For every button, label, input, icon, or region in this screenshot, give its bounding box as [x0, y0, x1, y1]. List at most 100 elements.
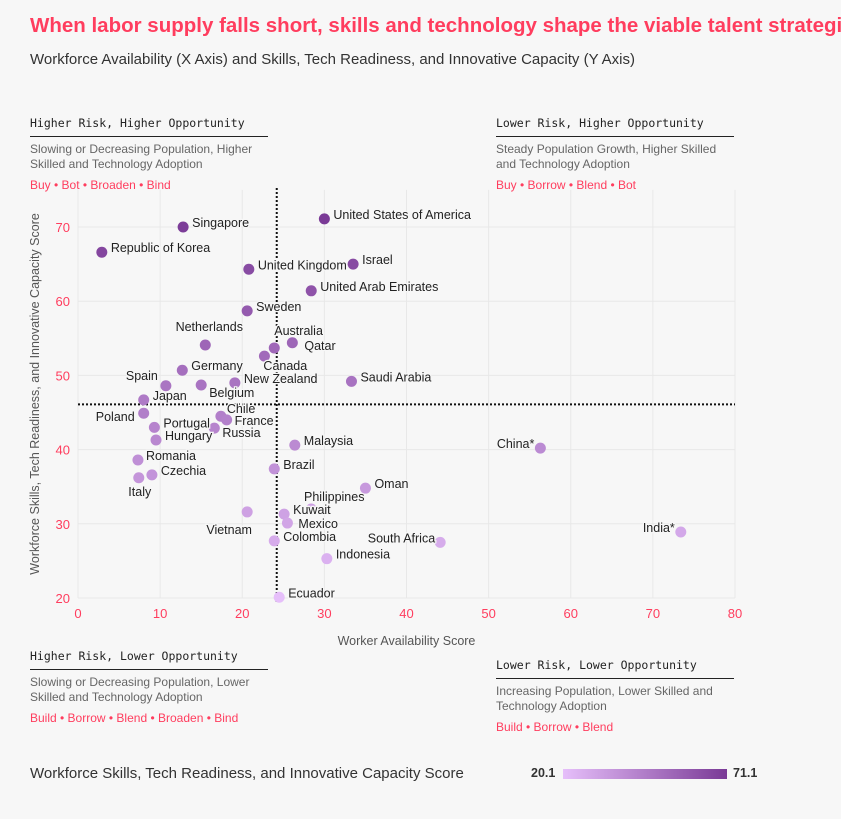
data-point-label: Germany [191, 359, 243, 373]
quadrant-description: Steady Population Growth, Higher Skilled… [496, 142, 717, 171]
x-tick-label: 20 [235, 606, 249, 621]
data-point-label: Czechia [161, 464, 206, 478]
data-point [305, 285, 317, 297]
quadrant-strategies: Build • Borrow • Blend [496, 720, 614, 734]
data-point [133, 472, 145, 484]
data-point [534, 442, 546, 454]
data-point [268, 463, 280, 475]
legend-min: 20.1 [531, 766, 556, 780]
data-point-label: Hungary [165, 429, 213, 443]
data-point-label: Qatar [304, 339, 335, 353]
legend-color-bar [563, 769, 727, 779]
data-point [138, 407, 150, 419]
data-point-label: Malaysia [304, 434, 353, 448]
data-point-label: South Africa [368, 531, 435, 545]
quadrant-top-right: Lower Risk, Higher Opportunity Steady Po… [496, 116, 734, 192]
y-tick-label: 50 [56, 368, 70, 383]
data-point [273, 591, 285, 603]
x-tick-label: 70 [646, 606, 660, 621]
quadrant-heading: Lower Risk, Higher Opportunity [496, 116, 734, 137]
y-tick-label: 60 [56, 294, 70, 309]
quadrant-strategies: Buy • Bot • Broaden • Bind [30, 178, 171, 192]
data-point-label: Canada [263, 359, 307, 373]
data-point [243, 263, 255, 275]
data-point-label: Romania [146, 449, 196, 463]
data-point-label: Ecuador [288, 586, 335, 600]
x-tick-label: 10 [153, 606, 167, 621]
data-point-label: Poland [96, 410, 135, 424]
data-point [345, 375, 357, 387]
data-point [146, 469, 158, 481]
data-point [281, 517, 293, 529]
data-point [160, 380, 172, 392]
data-point-label: Brazil [283, 458, 314, 472]
data-point-label: Indonesia [336, 548, 390, 562]
data-point-label: Australia [274, 324, 323, 338]
y-axis-label: Workforce Skills, Tech Readiness, and In… [28, 213, 42, 575]
y-tick-label: 70 [56, 220, 70, 235]
data-point [258, 350, 270, 362]
data-point [318, 213, 330, 225]
y-tick-label: 40 [56, 443, 70, 458]
data-point-label: New Zealand [244, 372, 318, 386]
data-point [359, 482, 371, 494]
x-tick-label: 30 [317, 606, 331, 621]
data-point [434, 536, 446, 548]
quadrant-strategies: Build • Borrow • Blend • Broaden • Bind [30, 711, 239, 725]
data-point-label: China* [497, 437, 535, 451]
data-point [177, 221, 189, 233]
quadrant-heading: Higher Risk, Higher Opportunity [30, 116, 268, 137]
data-point-label: Mexico [298, 517, 338, 531]
data-point-label: Israel [362, 253, 393, 267]
x-tick-label: 50 [481, 606, 495, 621]
data-point [132, 454, 144, 466]
data-point [199, 339, 211, 351]
legend-title: Workforce Skills, Tech Readiness, and In… [30, 765, 464, 782]
data-point-label: Colombia [283, 530, 336, 544]
y-tick-label: 30 [56, 517, 70, 532]
y-tick-label: 20 [56, 591, 70, 606]
data-point-label: Italy [128, 485, 152, 499]
x-axis-label: Worker Availability Score [338, 634, 476, 648]
data-point-label: United Kingdom [258, 258, 347, 272]
quadrant-heading: Higher Risk, Lower Opportunity [30, 649, 268, 670]
data-point [347, 258, 359, 270]
data-point-label: United States of America [333, 208, 471, 222]
data-point [208, 422, 220, 434]
data-point [278, 508, 290, 520]
data-point-label: Republic of Korea [111, 241, 210, 255]
data-point [675, 526, 687, 538]
quadrant-description: Slowing or Decreasing Population, Higher… [30, 142, 253, 171]
data-point [268, 342, 280, 354]
data-point-label: Netherlands [176, 320, 243, 334]
data-point-label: Portugal [163, 416, 210, 430]
quadrant-description: Increasing Population, Lower Skilled and… [496, 684, 713, 713]
data-point-label: India* [643, 521, 675, 535]
data-point [268, 535, 280, 547]
page-title: When labor supply falls short, skills an… [30, 14, 841, 37]
quadrant-heading: Lower Risk, Lower Opportunity [496, 658, 734, 679]
data-point [289, 439, 301, 451]
x-tick-label: 80 [728, 606, 742, 621]
quadrant-bottom-right: Lower Risk, Lower Opportunity Increasing… [496, 658, 734, 734]
data-point [195, 379, 207, 391]
data-point-label: France [235, 414, 274, 428]
data-point-label: United Arab Emirates [320, 280, 438, 294]
data-point-label: Sweden [256, 300, 301, 314]
data-point-label: Vietnam [206, 523, 252, 537]
data-point [96, 246, 108, 258]
data-point [176, 364, 188, 376]
data-point-label: Spain [126, 369, 158, 383]
data-point-label: Japan [153, 389, 187, 403]
quadrant-top-left: Higher Risk, Higher Opportunity Slowing … [30, 116, 268, 192]
page-subtitle: Workforce Availability (X Axis) and Skil… [30, 51, 636, 68]
quadrant-description: Slowing or Decreasing Population, Lower … [30, 675, 250, 704]
data-point-label: Chile [227, 402, 256, 416]
data-point [305, 503, 317, 515]
data-point-label: Saudi Arabia [360, 370, 431, 384]
data-point [221, 414, 233, 426]
data-point [229, 377, 241, 389]
quadrant-bottom-left: Higher Risk, Lower Opportunity Slowing o… [30, 649, 268, 725]
